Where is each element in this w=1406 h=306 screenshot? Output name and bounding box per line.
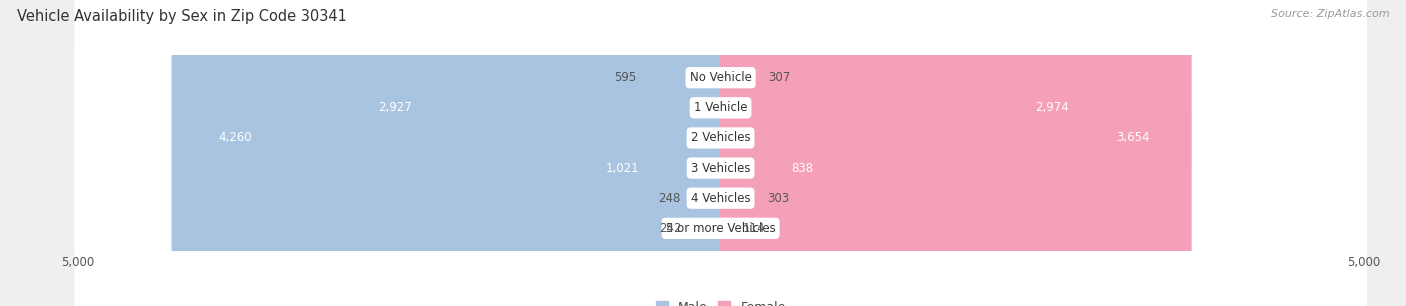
Legend: Male, Female: Male, Female xyxy=(651,296,790,306)
FancyBboxPatch shape xyxy=(720,0,761,306)
FancyBboxPatch shape xyxy=(720,0,737,306)
Text: 2,927: 2,927 xyxy=(378,101,412,114)
Text: 838: 838 xyxy=(792,162,813,174)
FancyBboxPatch shape xyxy=(689,0,721,306)
Text: 3,654: 3,654 xyxy=(1116,132,1150,144)
FancyBboxPatch shape xyxy=(75,0,1367,306)
Text: 114: 114 xyxy=(742,222,765,235)
FancyBboxPatch shape xyxy=(588,0,721,306)
Text: No Vehicle: No Vehicle xyxy=(689,71,752,84)
Text: 4,260: 4,260 xyxy=(218,132,252,144)
FancyBboxPatch shape xyxy=(720,0,1104,306)
FancyBboxPatch shape xyxy=(172,0,721,306)
FancyBboxPatch shape xyxy=(343,0,721,306)
FancyBboxPatch shape xyxy=(688,0,721,306)
Text: Vehicle Availability by Sex in Zip Code 30341: Vehicle Availability by Sex in Zip Code … xyxy=(17,9,347,24)
FancyBboxPatch shape xyxy=(75,0,1367,306)
FancyBboxPatch shape xyxy=(720,0,1192,306)
Text: Source: ZipAtlas.com: Source: ZipAtlas.com xyxy=(1271,9,1389,19)
Text: 248: 248 xyxy=(658,192,681,205)
Text: 3 Vehicles: 3 Vehicles xyxy=(690,162,751,174)
FancyBboxPatch shape xyxy=(720,0,830,306)
FancyBboxPatch shape xyxy=(75,0,1367,306)
Text: 595: 595 xyxy=(614,71,637,84)
Text: 303: 303 xyxy=(768,192,789,205)
FancyBboxPatch shape xyxy=(75,0,1367,306)
FancyBboxPatch shape xyxy=(75,0,1367,306)
Text: 242: 242 xyxy=(659,222,682,235)
FancyBboxPatch shape xyxy=(720,0,761,306)
Text: 2,974: 2,974 xyxy=(1035,101,1069,114)
Text: 1,021: 1,021 xyxy=(606,162,640,174)
Text: 4 Vehicles: 4 Vehicles xyxy=(690,192,751,205)
FancyBboxPatch shape xyxy=(75,0,1367,306)
Text: 5 or more Vehicles: 5 or more Vehicles xyxy=(665,222,776,235)
Text: 307: 307 xyxy=(768,71,790,84)
FancyBboxPatch shape xyxy=(643,0,721,306)
Text: 2 Vehicles: 2 Vehicles xyxy=(690,132,751,144)
Text: 1 Vehicle: 1 Vehicle xyxy=(693,101,748,114)
